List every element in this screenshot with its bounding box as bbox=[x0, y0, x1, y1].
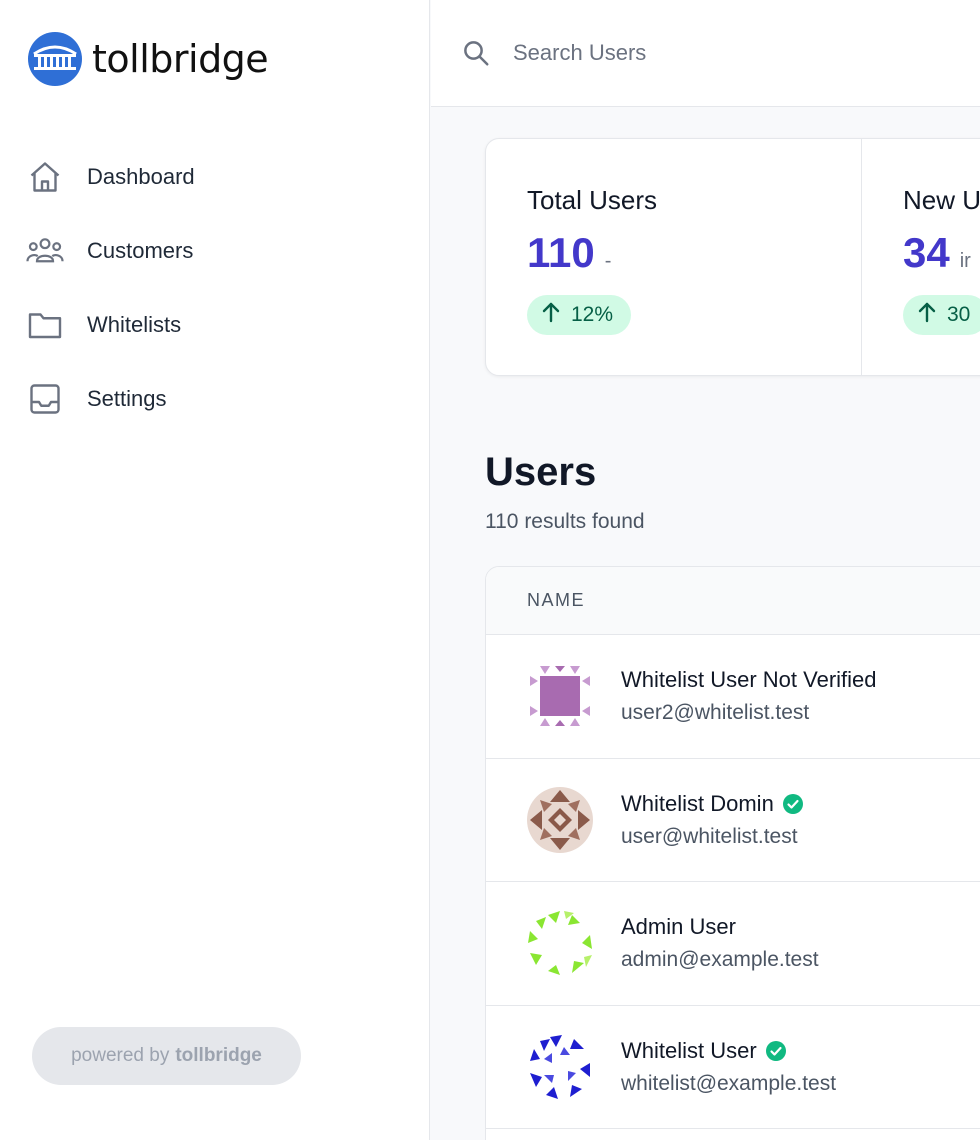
stat-suffix: - bbox=[604, 250, 612, 272]
search-icon bbox=[461, 38, 491, 68]
sidebar-item-whitelists[interactable]: Whitelists bbox=[26, 288, 195, 362]
sidebar-item-customers[interactable]: Customers bbox=[26, 214, 195, 288]
stat-suffix: ir bbox=[959, 250, 971, 272]
user-name: Whitelist Domin bbox=[621, 791, 804, 817]
search-input[interactable] bbox=[513, 40, 933, 66]
user-name-text: Whitelist Domin bbox=[621, 790, 774, 816]
arrow-up-icon bbox=[541, 301, 561, 329]
stat-total-users: Total Users 110- 12% bbox=[486, 139, 862, 375]
arrow-up-icon bbox=[917, 301, 937, 329]
user-name-text: Whitelist User bbox=[621, 1037, 757, 1063]
stat-value: 110- bbox=[527, 229, 611, 277]
top-bar bbox=[431, 0, 980, 107]
user-name: Whitelist User Not Verified bbox=[621, 667, 877, 693]
bridge-logo-icon bbox=[28, 32, 82, 86]
avatar bbox=[526, 662, 594, 730]
stats-card: Total Users 110- 12% New U 34 ir 30 bbox=[485, 138, 980, 376]
user-info: Whitelist User Not Verified user2@whitel… bbox=[621, 667, 877, 725]
user-email: user@whitelist.test bbox=[621, 824, 798, 848]
user-name: Whitelist User bbox=[621, 1038, 836, 1064]
user-name: Admin User bbox=[621, 914, 819, 940]
sidebar-item-settings[interactable]: Settings bbox=[26, 362, 195, 436]
user-name-text: Admin User bbox=[621, 914, 736, 940]
sidebar-nav: Dashboard Customers Whitelists bbox=[26, 140, 195, 436]
sidebar-item-dashboard[interactable]: Dashboard bbox=[26, 140, 195, 214]
table-row[interactable]: Whitelist User Not Verified user2@whitel… bbox=[486, 635, 980, 759]
sidebar-item-label: Customers bbox=[87, 238, 194, 263]
column-header-name[interactable]: NAME bbox=[527, 590, 586, 610]
brand-logo[interactable]: tollbridge bbox=[28, 32, 269, 86]
user-email: user2@whitelist.test bbox=[621, 701, 810, 725]
inbox-icon bbox=[26, 380, 64, 418]
powered-by-badge[interactable]: powered by tollbridge bbox=[32, 1027, 301, 1085]
powered-by-text: powered by bbox=[71, 1045, 170, 1066]
table-header: NAME bbox=[486, 567, 980, 635]
user-info: Admin User admin@example.test bbox=[621, 914, 819, 972]
table-row[interactable]: Whitelist User whitelist@example.test bbox=[486, 1006, 980, 1129]
user-email: admin@example.test bbox=[621, 948, 819, 972]
results-count: 110 results found bbox=[485, 510, 645, 533]
stat-change: 12% bbox=[571, 303, 614, 326]
powered-by-brand: tollbridge bbox=[175, 1045, 262, 1066]
stat-change-badge: 30 bbox=[903, 295, 980, 335]
stat-value: 34 ir bbox=[903, 229, 971, 277]
stat-new-users: New U 34 ir 30 bbox=[862, 139, 980, 375]
sidebar-item-label: Dashboard bbox=[87, 164, 195, 189]
user-email: whitelist@example.test bbox=[621, 1071, 837, 1095]
avatar bbox=[526, 1033, 594, 1101]
stat-title: New U bbox=[903, 185, 980, 215]
avatar bbox=[526, 909, 594, 977]
user-name-text: Whitelist User Not Verified bbox=[621, 667, 877, 693]
stat-title: Total Users bbox=[527, 185, 658, 215]
stat-change: 30 bbox=[947, 303, 971, 326]
users-table: NAME Whitelist User Not Verified user2@w… bbox=[485, 566, 980, 1140]
user-info: Whitelist User whitelist@example.test bbox=[621, 1038, 836, 1096]
home-icon bbox=[26, 158, 64, 196]
sidebar-item-label: Settings bbox=[87, 386, 167, 411]
folder-icon bbox=[26, 306, 64, 344]
user-info: Whitelist Domin user@whitelist.test bbox=[621, 791, 804, 849]
stat-change-badge: 12% bbox=[527, 295, 632, 335]
table-row[interactable]: Whitelist Domin user@whitelist.test bbox=[486, 759, 980, 882]
sidebar-item-label: Whitelists bbox=[87, 312, 182, 337]
table-row[interactable]: Admin User admin@example.test bbox=[486, 882, 980, 1006]
stat-number: 110 bbox=[527, 229, 595, 276]
page-title: Users bbox=[485, 450, 597, 494]
sidebar: tollbridge Dashboard Customers bbox=[0, 0, 430, 1140]
verified-check-icon bbox=[782, 793, 804, 815]
users-icon bbox=[26, 232, 64, 270]
brand-name: tollbridge bbox=[92, 37, 269, 81]
verified-check-icon bbox=[765, 1040, 787, 1062]
avatar bbox=[526, 786, 594, 854]
stat-number: 34 bbox=[903, 229, 950, 276]
